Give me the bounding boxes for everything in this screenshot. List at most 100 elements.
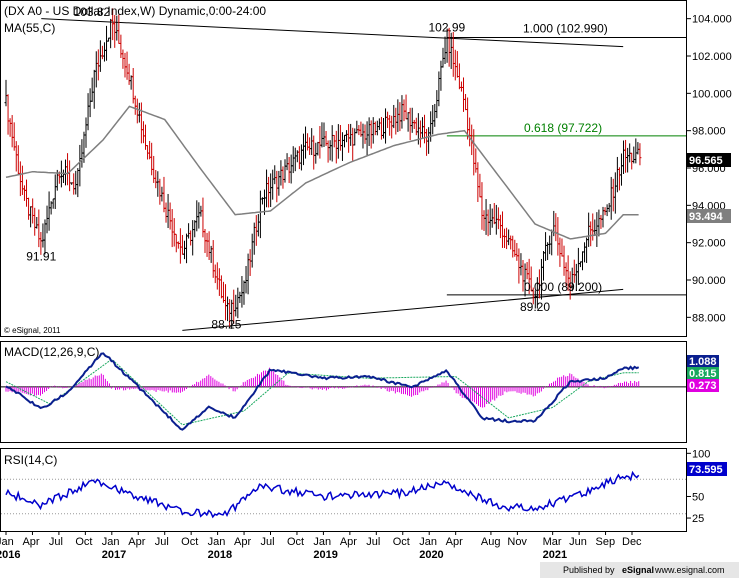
footer-bar bbox=[540, 562, 739, 578]
price-bar bbox=[351, 127, 355, 161]
price-bar bbox=[316, 141, 320, 156]
price-bar bbox=[37, 209, 41, 248]
price-bar bbox=[328, 140, 332, 161]
signal-value-box bbox=[687, 367, 719, 380]
price-bar bbox=[4, 79, 8, 107]
copyright-label: © eSignal, 2011 bbox=[4, 326, 61, 335]
price-tick-label: 102.000 bbox=[692, 51, 732, 63]
price-bar bbox=[388, 115, 392, 136]
price-bar bbox=[100, 45, 104, 60]
macd-histogram bbox=[5, 367, 640, 408]
price-bar bbox=[375, 120, 379, 136]
price-bar bbox=[271, 169, 275, 200]
price-bar bbox=[293, 147, 297, 172]
price-bar bbox=[507, 229, 511, 246]
price-bar bbox=[139, 102, 143, 144]
price-bar bbox=[459, 81, 463, 92]
price-annotation: 103.82 bbox=[73, 5, 110, 19]
price-bar bbox=[560, 238, 564, 257]
price-annotation: 89.20 bbox=[520, 300, 550, 314]
price-bar bbox=[273, 165, 277, 185]
price-bar bbox=[221, 281, 225, 303]
price-bar bbox=[558, 237, 562, 267]
price-bar bbox=[14, 141, 18, 172]
price-bar bbox=[269, 173, 273, 208]
price-bar bbox=[345, 130, 349, 143]
price-bar bbox=[35, 216, 39, 229]
price-bar bbox=[355, 120, 359, 134]
price-bar bbox=[168, 202, 172, 230]
price-bar bbox=[195, 200, 199, 232]
price-bar bbox=[152, 155, 156, 183]
price-bar bbox=[515, 243, 519, 261]
price-bar bbox=[425, 128, 429, 156]
price-bar bbox=[457, 63, 461, 90]
price-bar bbox=[408, 107, 412, 141]
price-bar bbox=[353, 128, 357, 146]
price-bar bbox=[310, 128, 314, 156]
price-bar bbox=[211, 240, 215, 278]
price-bar bbox=[607, 202, 611, 213]
price-bar bbox=[297, 146, 301, 170]
x-year-label: 2019 bbox=[313, 549, 337, 561]
price-bar bbox=[455, 51, 459, 78]
price-bar bbox=[182, 240, 186, 260]
price-bar bbox=[550, 229, 554, 256]
price-bar bbox=[580, 251, 584, 271]
price-bar bbox=[105, 25, 109, 61]
price-bar bbox=[519, 253, 523, 276]
price-bar bbox=[72, 173, 76, 195]
rsi-value: 73.595 bbox=[689, 464, 723, 476]
price-bar bbox=[361, 123, 365, 149]
x-tick-label: Jul bbox=[49, 536, 63, 548]
price-bar bbox=[176, 241, 180, 249]
x-tick-label: Oct bbox=[287, 536, 304, 548]
price-bar bbox=[476, 162, 480, 203]
price-bar bbox=[172, 218, 176, 247]
rsi-value-box bbox=[687, 462, 727, 476]
price-bar bbox=[76, 168, 80, 198]
x-year-label: 2016 bbox=[0, 549, 20, 561]
price-bar bbox=[322, 122, 326, 147]
price-bar bbox=[193, 220, 197, 238]
rsi-tick-label: 25 bbox=[692, 513, 704, 525]
price-bar bbox=[462, 77, 466, 112]
x-tick-label: Apr bbox=[22, 536, 39, 548]
x-year-label: 2017 bbox=[102, 549, 126, 561]
last-price-value: 96.565 bbox=[689, 155, 723, 167]
price-bar bbox=[439, 60, 443, 91]
price-bar bbox=[47, 191, 51, 231]
price-bar bbox=[402, 99, 406, 122]
price-bar bbox=[74, 170, 78, 195]
price-bar bbox=[150, 142, 154, 176]
price-bar bbox=[219, 275, 223, 299]
price-bar bbox=[289, 154, 293, 184]
footer-published-by: Published by bbox=[563, 565, 615, 575]
price-bar bbox=[6, 94, 10, 135]
price-bar bbox=[544, 232, 548, 261]
price-annotation: 91.91 bbox=[26, 249, 56, 263]
price-bar bbox=[45, 205, 49, 234]
price-bar bbox=[146, 145, 150, 160]
price-bar bbox=[488, 204, 492, 235]
price-bar bbox=[636, 142, 640, 155]
price-bar bbox=[207, 231, 211, 260]
price-bar bbox=[386, 111, 390, 129]
price-bar bbox=[634, 138, 638, 164]
price-bar bbox=[381, 117, 385, 139]
price-bar bbox=[334, 130, 338, 164]
price-bar bbox=[492, 202, 496, 225]
x-tick-label: Jul bbox=[261, 536, 275, 548]
rsi-line bbox=[5, 470, 640, 519]
price-bar bbox=[61, 169, 65, 184]
price-bar bbox=[468, 117, 472, 147]
moving-average-line bbox=[5, 105, 639, 240]
price-bar bbox=[554, 213, 558, 242]
price-bar bbox=[154, 169, 158, 189]
price-bar bbox=[234, 294, 238, 317]
price-bar bbox=[414, 117, 418, 136]
price-bar bbox=[441, 47, 445, 68]
price-bar bbox=[638, 143, 642, 166]
price-bar bbox=[205, 232, 209, 257]
price-bar bbox=[336, 124, 340, 159]
